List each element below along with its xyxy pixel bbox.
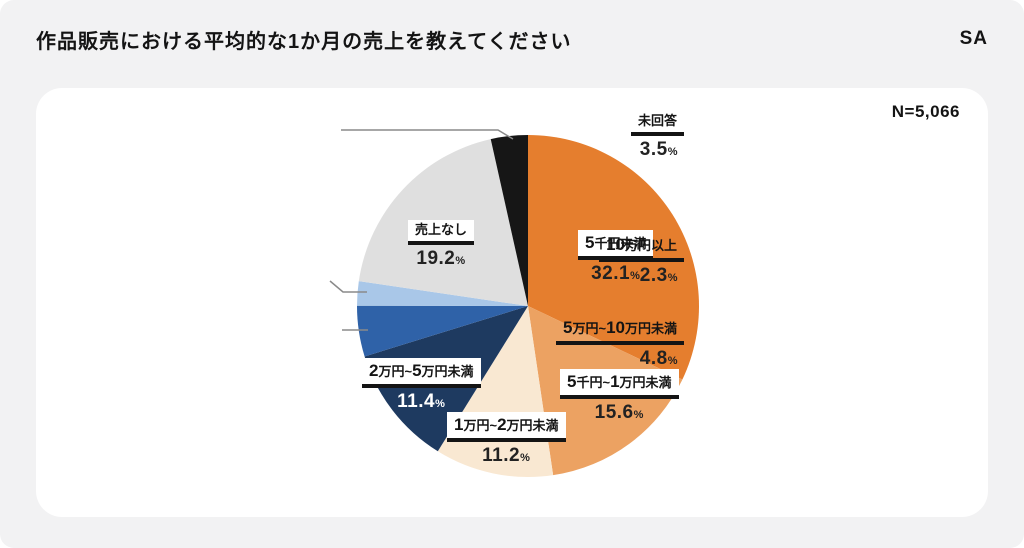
leader-line-7 <box>341 129 514 140</box>
question-type-badge: SA <box>959 28 988 49</box>
pie-slice-4 <box>356 305 528 357</box>
header: 作品販売における平均的な1か月の売上を教えてください SA <box>36 0 988 78</box>
sample-size-label: N=5,066 <box>891 102 960 121</box>
chart-card: 5千円未満 32.1% 5千円~1万円未満 15.6% 1万円~2万円未満 11.2% 2万… <box>36 88 988 517</box>
pie-slice-7 <box>490 135 528 306</box>
pie-slice-5 <box>357 281 528 306</box>
question-title: 作品販売における平均的な1か月の売上を教えてください <box>36 30 572 53</box>
pie-chart <box>329 129 699 477</box>
leader-line-5 <box>329 280 367 293</box>
